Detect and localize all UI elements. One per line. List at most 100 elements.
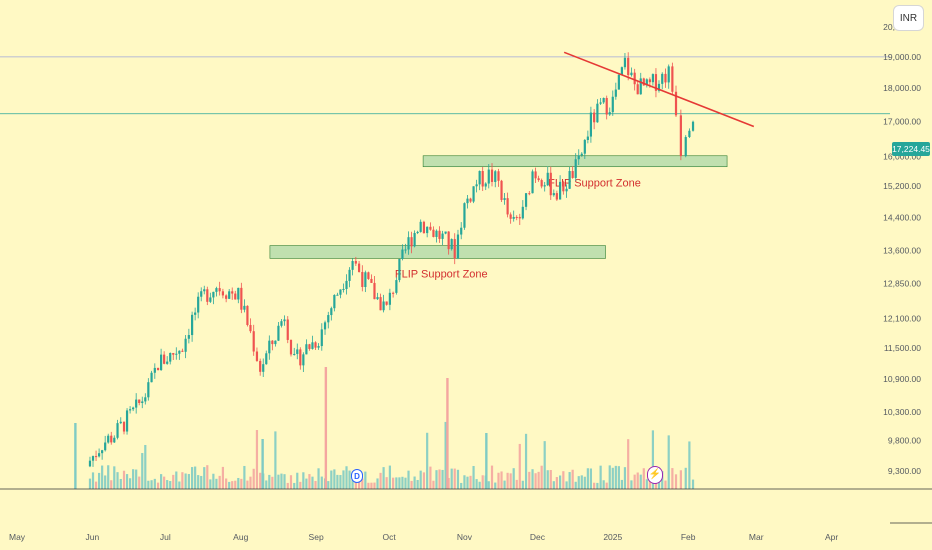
candle-body [450, 239, 453, 250]
candle-body [370, 278, 373, 283]
volume-bar [379, 472, 382, 489]
candle-body [559, 181, 562, 200]
candle-body [181, 350, 184, 352]
candle-body [484, 183, 487, 187]
candle-body [466, 198, 469, 204]
candle-body [602, 97, 605, 103]
volume-bar [509, 473, 512, 489]
volume-bar [608, 465, 611, 489]
candle-body [435, 230, 438, 237]
candle-body [497, 171, 500, 181]
volume-bar [645, 479, 648, 489]
volume-bar [586, 468, 589, 489]
support-zone-label: FLIP Support Zone [548, 178, 641, 190]
candle-body [237, 287, 240, 300]
y-axis-tick-label: 9,300.00 [888, 466, 921, 476]
candle-body [221, 291, 225, 296]
volume-bar [583, 476, 586, 489]
volume-bar [667, 435, 670, 489]
candle-body [104, 442, 107, 451]
volume-bar [277, 474, 280, 489]
volume-bar [289, 475, 293, 489]
candle-body [323, 322, 327, 330]
candle-body [645, 79, 648, 86]
volume-bar [531, 469, 534, 489]
candle-body [611, 96, 614, 113]
volume-bar [218, 475, 221, 489]
volume-bar [639, 474, 642, 489]
candle-body [150, 372, 153, 383]
candle-body [135, 399, 138, 408]
candle-body [156, 367, 160, 370]
candle-body [577, 155, 580, 160]
candle-body [110, 435, 113, 443]
candle-body [147, 382, 150, 398]
candle-body [364, 272, 367, 288]
candle-body [416, 231, 419, 234]
volume-bar [453, 468, 456, 489]
y-axis-tick-label: 19,000.00 [883, 52, 921, 62]
candle-body [293, 353, 296, 355]
candle-body [441, 233, 444, 239]
volume-bar [534, 473, 537, 489]
volume-bar [94, 481, 98, 489]
volume-bar [642, 468, 645, 489]
dividend-marker[interactable]: D [351, 469, 363, 483]
volume-bar [370, 482, 373, 489]
candle-body [336, 294, 339, 296]
candle-body [286, 319, 289, 340]
candle-body [620, 67, 624, 75]
volume-bar [589, 468, 593, 489]
volume-bar [435, 470, 438, 489]
volume-bar [153, 478, 156, 489]
candle-body [419, 221, 422, 232]
volume-bar [562, 471, 565, 489]
candle-body [125, 410, 129, 432]
candle-body [627, 57, 630, 76]
candle-body [302, 354, 305, 366]
volume-bar [169, 481, 172, 489]
candle-body [667, 66, 670, 83]
volume-bar [159, 474, 163, 489]
candle-body [376, 297, 379, 300]
volume-bar [327, 481, 330, 489]
volume-bar [128, 478, 132, 489]
volume-bar [286, 482, 289, 489]
candle-body [187, 335, 190, 339]
candle-body [274, 340, 277, 345]
volume-bar [438, 469, 441, 489]
y-axis-tick-label: 13,600.00 [883, 246, 921, 256]
volume-bar [132, 469, 135, 489]
volume-bar [243, 465, 246, 489]
candle-body [175, 353, 178, 355]
currency-selector[interactable]: INR [893, 5, 924, 31]
volume-bar [271, 476, 274, 489]
candle-body [593, 112, 596, 123]
x-axis-tick-label: Dec [530, 532, 546, 542]
volume-bar [466, 476, 469, 489]
volume-bar [460, 482, 463, 489]
candle-body [654, 74, 658, 91]
volume-bar [537, 471, 540, 489]
candle-body [422, 221, 426, 234]
candle-body [589, 112, 593, 137]
candle-body [453, 239, 456, 259]
candle-body [623, 57, 627, 68]
volume-bar [119, 478, 122, 489]
last-price-label: 17,224.45 [892, 142, 930, 156]
volume-bar [274, 431, 277, 489]
volume-bar [401, 476, 404, 489]
candle-body [494, 171, 497, 182]
candle-body [225, 295, 228, 299]
volume-bar [175, 471, 178, 489]
candle-body [153, 367, 156, 373]
earnings-marker-icon[interactable]: ⚡ [647, 466, 663, 484]
candle-body [432, 229, 435, 237]
candle-body [255, 351, 259, 361]
volume-bar [97, 472, 101, 489]
candle-body [404, 249, 407, 251]
volume-bar [324, 367, 328, 489]
x-axis-tick-label: May [9, 532, 26, 542]
